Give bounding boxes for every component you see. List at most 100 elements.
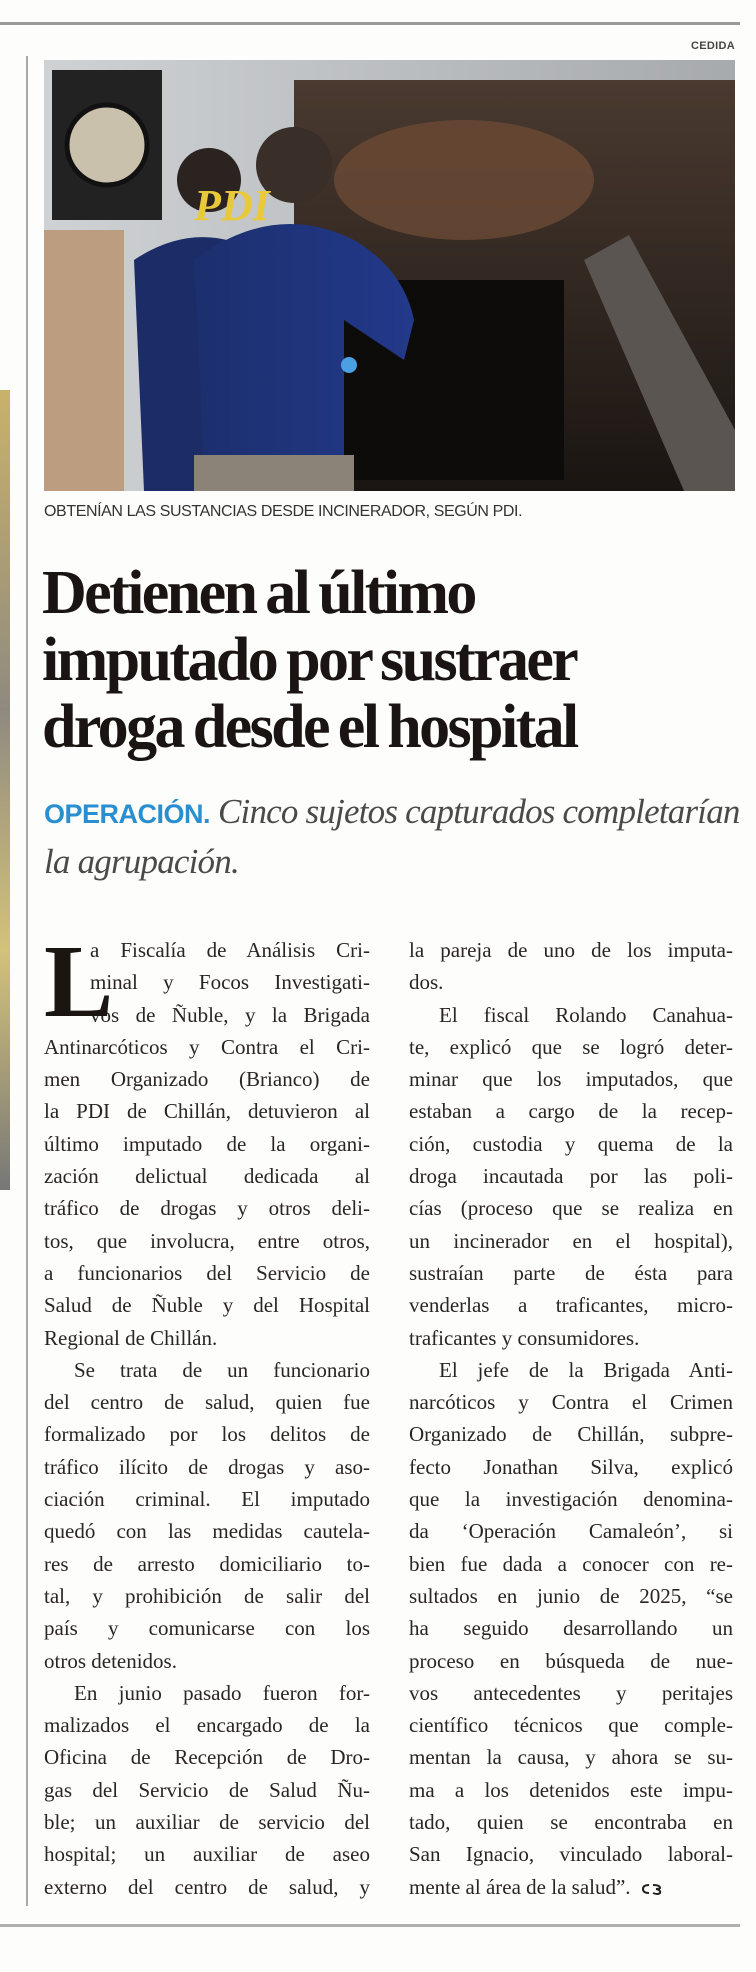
article-line: El fiscal Rolando Canahua- — [409, 999, 733, 1031]
article-line: tal, y prohibición de salir del — [44, 1580, 370, 1612]
article-line: a funcionarios del Servicio de — [44, 1257, 370, 1289]
article-line-text: ble; un auxiliar de servicio del — [44, 1810, 370, 1835]
article-line: te, explicó que se logró deter- — [409, 1031, 733, 1063]
article-line-text: científico técnicos que comple- — [409, 1713, 733, 1738]
article-line: cías (proceso que se realiza en — [409, 1192, 733, 1224]
article-line-text: que la investigación denomina- — [409, 1487, 733, 1512]
article-line-text: Salud de Ñuble y del Hospital — [44, 1293, 370, 1318]
article-line-text: ción, custodia y quema de la — [409, 1131, 733, 1156]
article-line-text: formalizado por los delitos de — [44, 1422, 370, 1447]
article-line: vos antecedentes y peritajes — [409, 1677, 733, 1709]
article-line: último imputado de la organi- — [44, 1128, 370, 1160]
article-line: Oficina de Recepción de Dro- — [44, 1741, 370, 1773]
article-line-text: San Ignacio, vinculado laboral- — [409, 1842, 733, 1867]
article-line: res de arresto domiciliario to- — [44, 1548, 370, 1580]
article-line-text: zación delictual dedicada al — [44, 1164, 370, 1189]
article-line-text: narcóticos y Contra el Crimen — [409, 1390, 733, 1415]
article-line-text: Regional de Chillán. — [44, 1325, 218, 1350]
article-line: hospital; un auxiliar de aseo — [44, 1838, 370, 1870]
article-line-text: venderlas a traficantes, micro- — [409, 1293, 733, 1318]
top-rule — [0, 22, 740, 25]
article-line-text: quedó con las medidas cautela- — [44, 1519, 370, 1544]
article-line-text: minar que los imputados, que — [409, 1067, 733, 1092]
end-of-article-icon — [641, 1873, 663, 1905]
article-line: mente al área de la salud”. — [409, 1871, 733, 1903]
article-line: a Fiscalía de Análisis Cri- — [44, 934, 370, 966]
article-line: Regional de Chillán. — [44, 1322, 370, 1354]
article-line-text: ha seguido desarrollando un — [409, 1616, 733, 1641]
article-line-text: hospital; un auxiliar de aseo — [44, 1842, 370, 1867]
article-line-text: droga incautada por las poli- — [409, 1164, 733, 1189]
article-line-text: a Fiscalía de Análisis Cri- — [90, 938, 370, 962]
article-line: ciación criminal. El imputado — [44, 1483, 370, 1515]
article-line-text: tos, que involucra, entre otros, — [44, 1228, 370, 1253]
article-line-text: gas del Servicio de Salud Ñu- — [44, 1777, 370, 1802]
article-line-text: del centro de salud, quien fue — [44, 1390, 370, 1415]
article-line: otros detenidos. — [44, 1645, 370, 1677]
article-line: quedó con las medidas cautela- — [44, 1515, 370, 1547]
article-line: externo del centro de salud, y — [44, 1871, 370, 1903]
article-line: tráfico ilícito de drogas y aso- — [44, 1451, 370, 1483]
article-line-text: un incinerador en el hospital), — [409, 1228, 733, 1253]
article-line-text: tráfico de drogas y otros deli- — [44, 1196, 370, 1221]
subhead-kicker: OPERACIÓN. — [44, 799, 211, 829]
article-line: zación delictual dedicada al — [44, 1160, 370, 1192]
article-line: del centro de salud, quien fue — [44, 1386, 370, 1418]
article-line: Antinarcóticos y Contra el Cri- — [44, 1031, 370, 1063]
headline-line: Detienen al último — [42, 559, 477, 627]
article-line: da ‘Operación Camaleón’, si — [409, 1515, 733, 1547]
article-line: ble; un auxiliar de servicio del — [44, 1806, 370, 1838]
article-line-text: fecto Jonathan Silva, explicó — [409, 1454, 733, 1479]
article-column-2: la pareja de uno de los imputa-dos. El fi… — [409, 934, 733, 1903]
article-line-text: externo del centro de salud, y — [44, 1874, 370, 1899]
article-line-text: a funcionarios del Servicio de — [44, 1260, 370, 1285]
article-line-text: da ‘Operación Camaleón’, si — [409, 1519, 733, 1544]
article-line-text: dos. — [409, 970, 444, 995]
article-line-text: la pareja de uno de los imputa- — [409, 938, 733, 962]
article-line: la PDI de Chillán, detuvieron al — [44, 1095, 370, 1127]
article-line: sustraían parte de ésta para — [409, 1257, 733, 1289]
article-line-text: men Organizado (Brianco) de — [44, 1067, 370, 1092]
subheadline: OPERACIÓN. Cinco sujetos capturados comp… — [44, 788, 744, 886]
article-line-text: traficantes y consumidores. — [409, 1325, 640, 1350]
article-line: El jefe de la Brigada Anti- — [409, 1354, 733, 1386]
article-line-text: cías (proceso que se realiza en — [409, 1196, 733, 1221]
article-line: bien fue dada a conocer con re- — [409, 1548, 733, 1580]
photo-caption: OBTENÍAN LAS SUSTANCIAS DESDE INCINERADO… — [44, 503, 523, 520]
headline: Detienen al último imputado por sustraer… — [42, 560, 742, 761]
article-line-text: Antinarcóticos y Contra el Cri- — [44, 1034, 370, 1059]
article-line-text: estaban a cargo de la recep- — [409, 1099, 733, 1124]
article-line-text: ma a los detenidos este impu- — [409, 1777, 733, 1802]
article-line-text: te, explicó que se logró deter- — [409, 1034, 733, 1059]
article-photo: PDI — [44, 60, 735, 491]
article-line: un incinerador en el hospital), — [409, 1225, 733, 1257]
article-line-text: Se trata de un funcionario — [74, 1357, 370, 1382]
article-line: ción, custodia y quema de la — [409, 1128, 733, 1160]
article-line-text: último imputado de la organi- — [44, 1131, 370, 1156]
article-line: narcóticos y Contra el Crimen — [409, 1386, 733, 1418]
article-line: gas del Servicio de Salud Ñu- — [44, 1774, 370, 1806]
drop-cap: L — [44, 924, 114, 1039]
article-line-text: En junio pasado fueron for- — [74, 1680, 370, 1705]
article-line-text: Oficina de Recepción de Dro- — [44, 1745, 370, 1770]
article-line-text: mentan la causa, y ahora se su- — [409, 1745, 733, 1770]
article-line-text: la PDI de Chillán, detuvieron al — [44, 1099, 370, 1124]
article-line-text: tado, quien se encontraba en — [409, 1810, 733, 1835]
article-line-text: sultados en junio de 2025, “se — [409, 1583, 733, 1608]
article-line-text: país y comunicarse con los — [44, 1616, 370, 1641]
article-line: que la investigación denomina- — [409, 1483, 733, 1515]
article-line: sultados en junio de 2025, “se — [409, 1580, 733, 1612]
article-line: Salud de Ñuble y del Hospital — [44, 1289, 370, 1321]
article-line: venderlas a traficantes, micro- — [409, 1289, 733, 1321]
article-line: minar que los imputados, que — [409, 1063, 733, 1095]
article-line: men Organizado (Brianco) de — [44, 1063, 370, 1095]
article-line: ha seguido desarrollando un — [409, 1612, 733, 1644]
article-line: la pareja de uno de los imputa- — [409, 934, 733, 966]
bottom-rule — [0, 1924, 740, 1927]
article-line: mentan la causa, y ahora se su- — [409, 1741, 733, 1773]
headline-line: droga desde el hospital — [42, 693, 579, 761]
article-line-text: mente al área de la salud”. — [409, 1874, 631, 1899]
headline-line: imputado por sustraer — [42, 626, 579, 694]
article-line-text: tal, y prohibición de salir del — [44, 1583, 370, 1608]
article-line: ma a los detenidos este impu- — [409, 1774, 733, 1806]
